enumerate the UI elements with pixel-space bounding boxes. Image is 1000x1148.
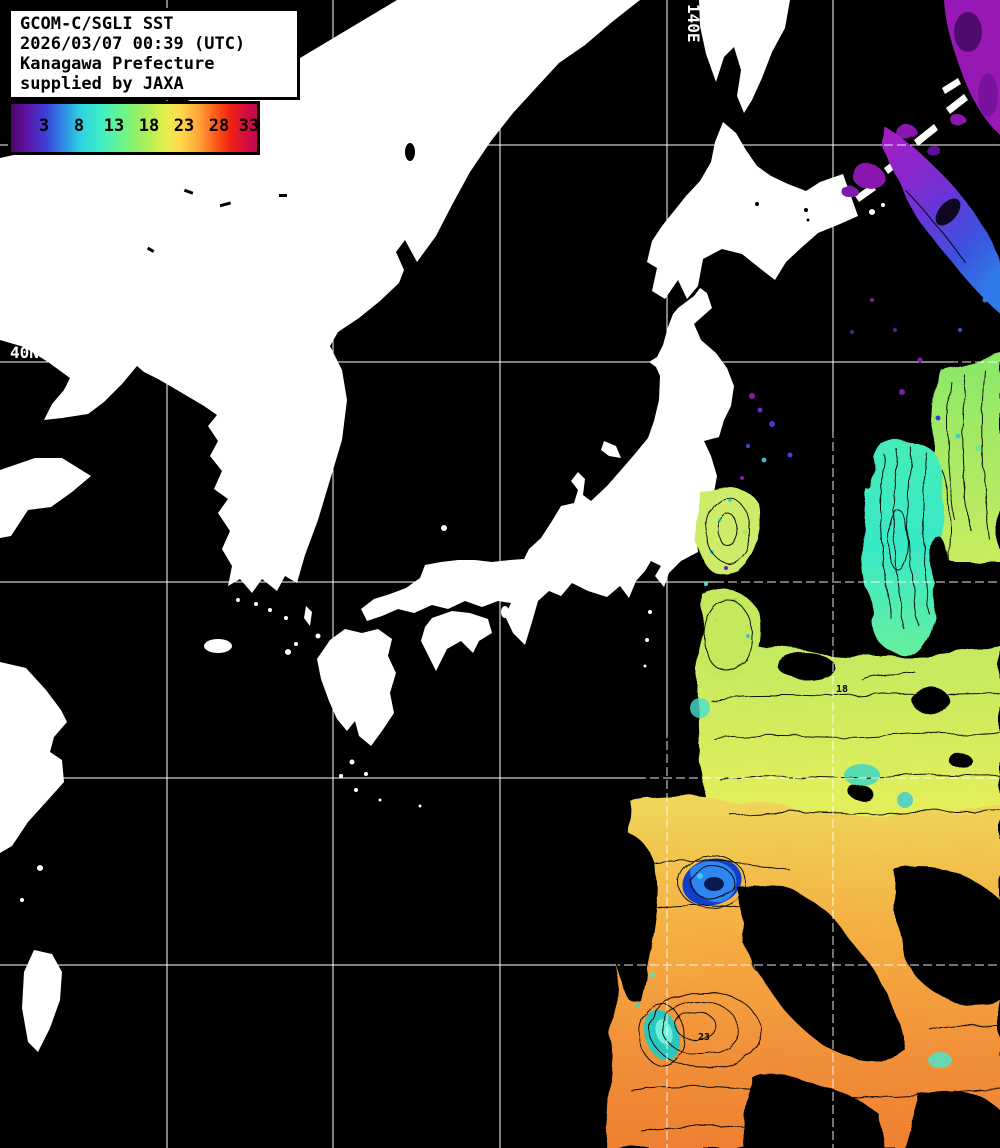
latitude-label-40N: 40N	[10, 343, 39, 362]
temperature-colorbar: 3 8 13 18 23 28 33	[8, 101, 260, 155]
landmass-taiwan	[22, 950, 62, 1052]
colorbar-gradient	[11, 104, 257, 152]
landmass-sakhalin	[699, 0, 790, 113]
island-jeju	[204, 639, 232, 653]
longitude-label-140E: 140E	[684, 4, 703, 43]
island-oki	[441, 525, 447, 531]
island-tsushima	[304, 606, 312, 626]
landmass-kyushu	[317, 629, 396, 746]
landmass-shandong	[0, 458, 91, 538]
data-credit: supplied by JAXA	[20, 74, 184, 94]
contour-label-23: 23	[698, 1032, 710, 1043]
colorbar-tick: 28	[208, 116, 230, 136]
product-title: GCOM-C/SGLI SST	[20, 14, 174, 34]
landmass-hokkaido	[647, 122, 858, 299]
colorbar-ticks: 3 8 13 18 23 28 33	[11, 104, 259, 152]
sst-swath: 23 18	[606, 0, 1000, 1148]
island-awaji	[501, 606, 509, 618]
colorbar-tick: 18	[138, 116, 160, 136]
landmass-shikoku	[421, 611, 492, 671]
island-iki	[315, 633, 321, 639]
contour-label-18: 18	[836, 684, 848, 695]
landmass-china-coast	[0, 662, 67, 853]
colorbar-tick: 33	[238, 116, 260, 136]
colorbar-tick: 13	[103, 116, 125, 136]
info-box: GCOM-C/SGLI SST 2026/03/07 00:39 (UTC) K…	[8, 8, 300, 100]
colorbar-tick: 23	[173, 116, 195, 136]
swath-kuril-patches	[842, 115, 966, 198]
lake-khanka	[405, 143, 415, 161]
sst-contours	[629, 189, 1000, 1136]
observation-datetime: 2026/03/07 00:39 (UTC)	[20, 34, 246, 54]
colorbar-tick: 3	[38, 116, 50, 136]
colorbar-tick: 8	[73, 116, 85, 136]
landmass-honshu	[361, 288, 734, 645]
swath-clouds	[618, 450, 1000, 1148]
island-sado	[601, 441, 621, 458]
region-name: Kanagawa Prefecture	[20, 54, 215, 74]
